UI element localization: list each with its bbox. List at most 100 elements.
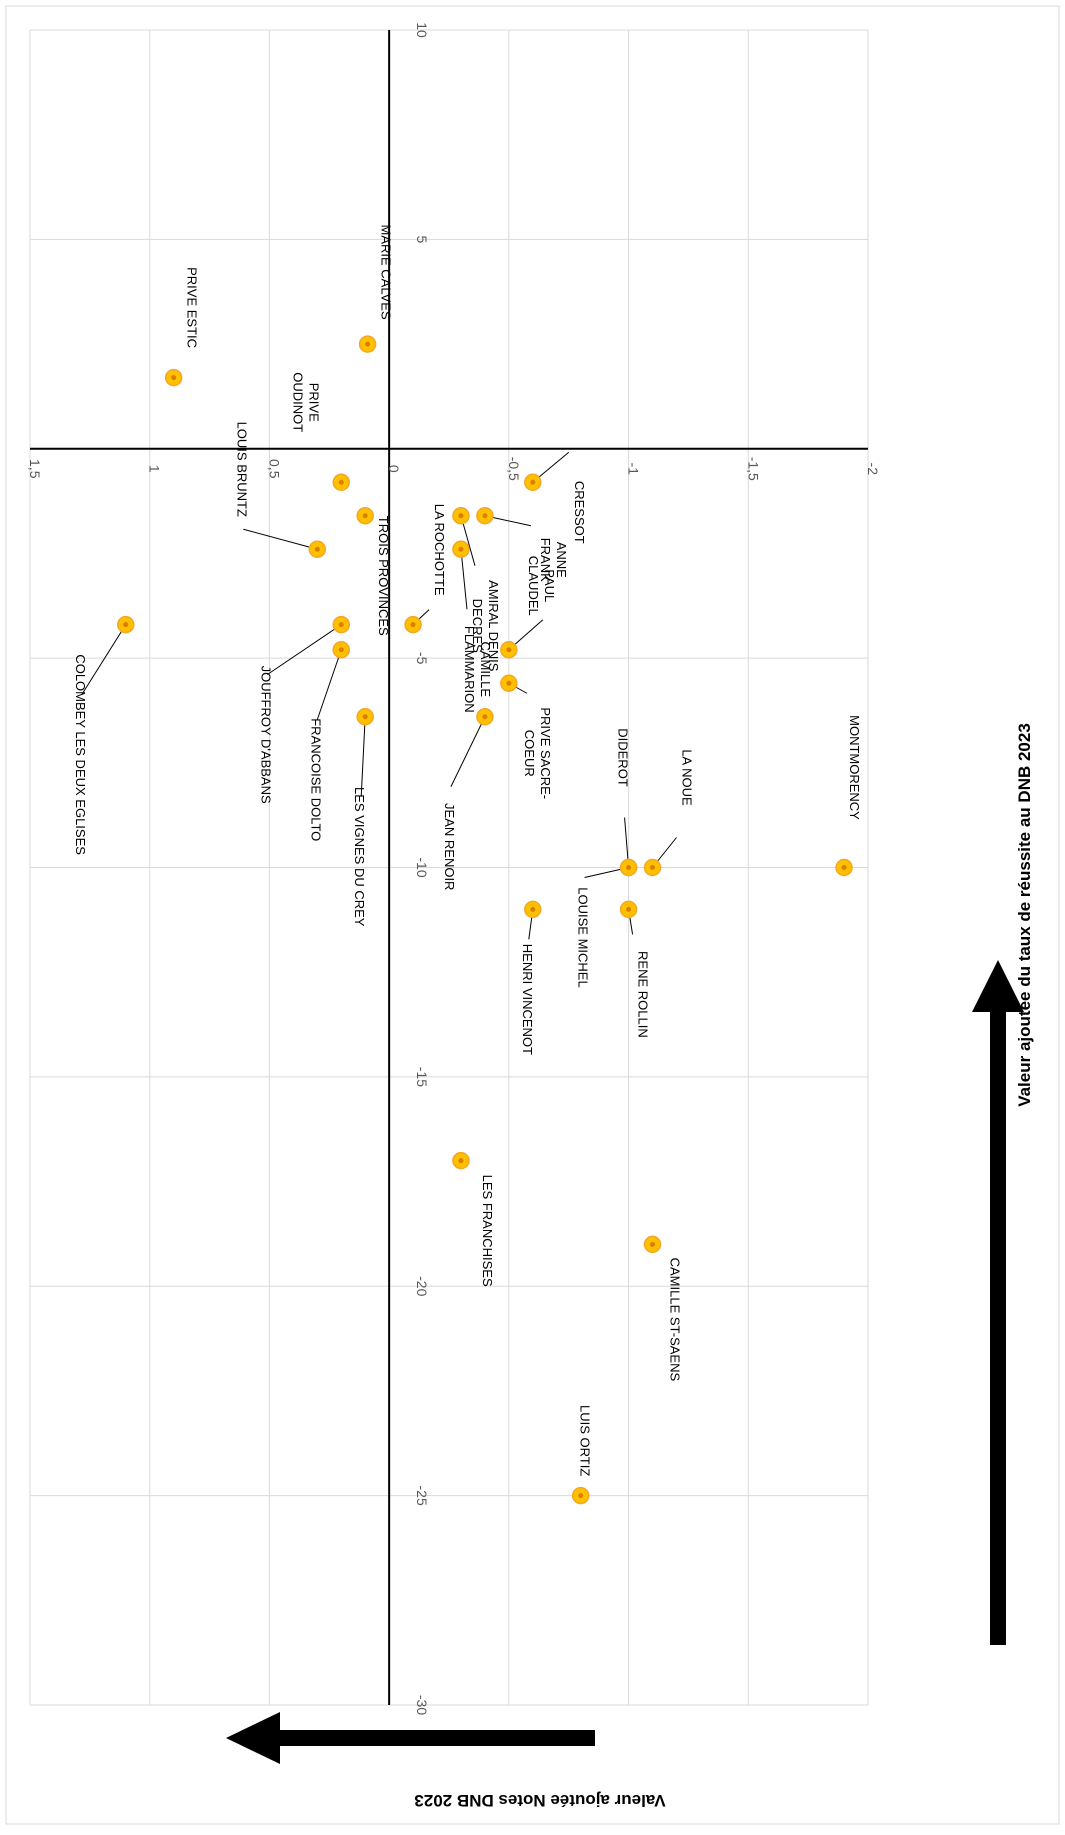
y-tick-label: -15 <box>414 1067 430 1087</box>
data-point-center <box>338 647 344 653</box>
data-label-line: FLAMMARION <box>462 626 477 713</box>
data-point-center <box>578 1493 584 1499</box>
data-point-center <box>482 513 488 519</box>
data-label-line: ANNE <box>554 542 569 578</box>
data-label-line: PRIVE <box>306 383 321 422</box>
data-label-line: AMIRAL DENIS <box>486 580 501 672</box>
data-label-line: CAMILLE ST-SAENS <box>668 1258 683 1382</box>
data-label: RENE ROLLIN <box>636 951 651 1038</box>
data-label: CAMILLE ST-SAENS <box>668 1258 683 1382</box>
data-point-center <box>410 622 416 628</box>
y-tick-label: -20 <box>414 1276 430 1296</box>
data-label: CAMILLEFLAMMARION <box>462 626 493 713</box>
leader-line <box>460 549 468 610</box>
data-label: ANNEFRANK <box>538 538 569 582</box>
data-point-center <box>338 622 344 628</box>
data-point-center <box>338 479 344 485</box>
data-label-line: JEAN RENOIR <box>442 803 457 890</box>
y-direction-arrow-head <box>226 1712 280 1764</box>
data-label: TROIS PROVINCES <box>376 516 391 636</box>
y-tick-label: 10 <box>414 22 430 38</box>
y-tick-label: -5 <box>414 652 430 665</box>
data-label: AMIRAL DENISDECRES <box>470 580 501 672</box>
x-tick-labels: -2 -1,5 -1 -0,5 0 0,5 1 1,5 <box>27 457 881 481</box>
data-label: LA ROCHOTTE <box>432 504 447 596</box>
data-label-line: LOUISE MICHEL <box>576 887 591 987</box>
data-label-line: COLOMBEY LES DEUX EGLISES <box>73 654 88 855</box>
data-label: CRESSOT <box>572 481 587 544</box>
x-tick-label: 1 <box>147 465 163 473</box>
y-axis-title: Valeur ajoutée Notes DNB 2023 <box>414 1791 665 1810</box>
data-point-center <box>458 1158 464 1164</box>
data-label-line: PRIVE SACRE- <box>538 707 553 799</box>
data-label: MONTMORENCY <box>847 715 862 820</box>
data-label-line: LA ROCHOTTE <box>432 504 447 596</box>
data-label-line: LUIS ORTIZ <box>578 1405 593 1476</box>
data-point-center <box>458 546 464 552</box>
gridlines <box>29 29 869 1706</box>
data-label-line: JOUFFROY D'ABBANS <box>258 666 273 804</box>
data-point-center <box>123 622 129 628</box>
data-label-line: HENRI VINCENOT <box>520 944 535 1055</box>
data-point-center <box>506 680 512 686</box>
y-tick-labels: -30 -25 -20 -15 -10 -5 5 10 <box>414 22 430 1715</box>
data-label-line: PAUL <box>542 569 557 602</box>
data-label: HENRI VINCENOT <box>520 944 535 1055</box>
data-labels: PRIVE ESTIC MARIE CALVES PRIVEOUDINOT LOUIS… <box>73 225 862 1477</box>
x-tick-label: 0 <box>386 465 402 473</box>
data-point-center <box>650 865 656 870</box>
zero-axes <box>30 30 868 1705</box>
data-label: LES VIGNES DU CREY <box>352 787 367 927</box>
data-label: LUIS ORTIZ <box>578 1405 593 1476</box>
data-label-line: MONTMORENCY <box>847 715 862 820</box>
data-point-center <box>530 906 536 912</box>
data-label-line: LES FRANCHISES <box>480 1175 495 1287</box>
data-label: JEAN RENOIR <box>442 803 457 890</box>
data-label-line: FRANK <box>538 538 553 582</box>
data-label-line: LES VIGNES DU CREY <box>352 787 367 927</box>
data-point-center <box>626 906 632 912</box>
x-axis-title: Valeur ajoutée du taux de réussite au DN… <box>1015 723 1034 1107</box>
data-label-line: CRESSOT <box>572 481 587 544</box>
data-point-center <box>362 714 368 720</box>
data-label-line: LA NOUE <box>680 749 695 806</box>
data-point-center <box>506 647 512 653</box>
x-tick-label: 0,5 <box>266 459 282 479</box>
y-tick-label: 5 <box>414 235 430 243</box>
x-tick-label: -1,5 <box>745 457 761 481</box>
leader-line <box>450 716 486 787</box>
data-label-line: FRANCOISE DOLTO <box>308 718 323 841</box>
data-label: PAULCLAUDEL <box>526 556 557 616</box>
data-label-line: RENE ROLLIN <box>636 951 651 1038</box>
data-label: PRIVE SACRE-COEUR <box>522 707 553 799</box>
leader-line <box>316 649 342 720</box>
data-label-line: DIDEROT <box>616 728 631 787</box>
x-tick-label: 1,5 <box>27 459 43 479</box>
y-tick-label: -25 <box>414 1486 430 1506</box>
data-points <box>117 335 853 1505</box>
data-point-center <box>650 1241 656 1247</box>
data-label-line: COEUR <box>522 730 537 777</box>
data-label-line: DECRES <box>470 599 485 654</box>
data-label-line: LOUIS BRUNTZ <box>234 422 249 517</box>
data-label: PRIVEOUDINOT <box>290 372 321 432</box>
arrows <box>226 960 1024 1764</box>
data-point-center <box>458 513 464 519</box>
x-tick-label: -1 <box>626 463 642 476</box>
data-label: LOUIS BRUNTZ <box>234 422 249 517</box>
leader-line <box>266 624 342 676</box>
data-point-center <box>482 714 488 720</box>
x-tick-label: -0,5 <box>506 457 522 481</box>
y-tick-label: -30 <box>414 1695 430 1715</box>
data-point-center <box>314 546 320 552</box>
data-label-line: TROIS PROVINCES <box>376 516 391 636</box>
data-point-center <box>626 865 632 870</box>
data-label-line: CLAUDEL <box>526 556 541 616</box>
data-label: DIDEROT <box>616 728 631 787</box>
data-point-center <box>362 513 368 519</box>
leader-line <box>243 528 318 550</box>
data-label: LA NOUE <box>680 749 695 806</box>
leader-line <box>81 624 127 695</box>
